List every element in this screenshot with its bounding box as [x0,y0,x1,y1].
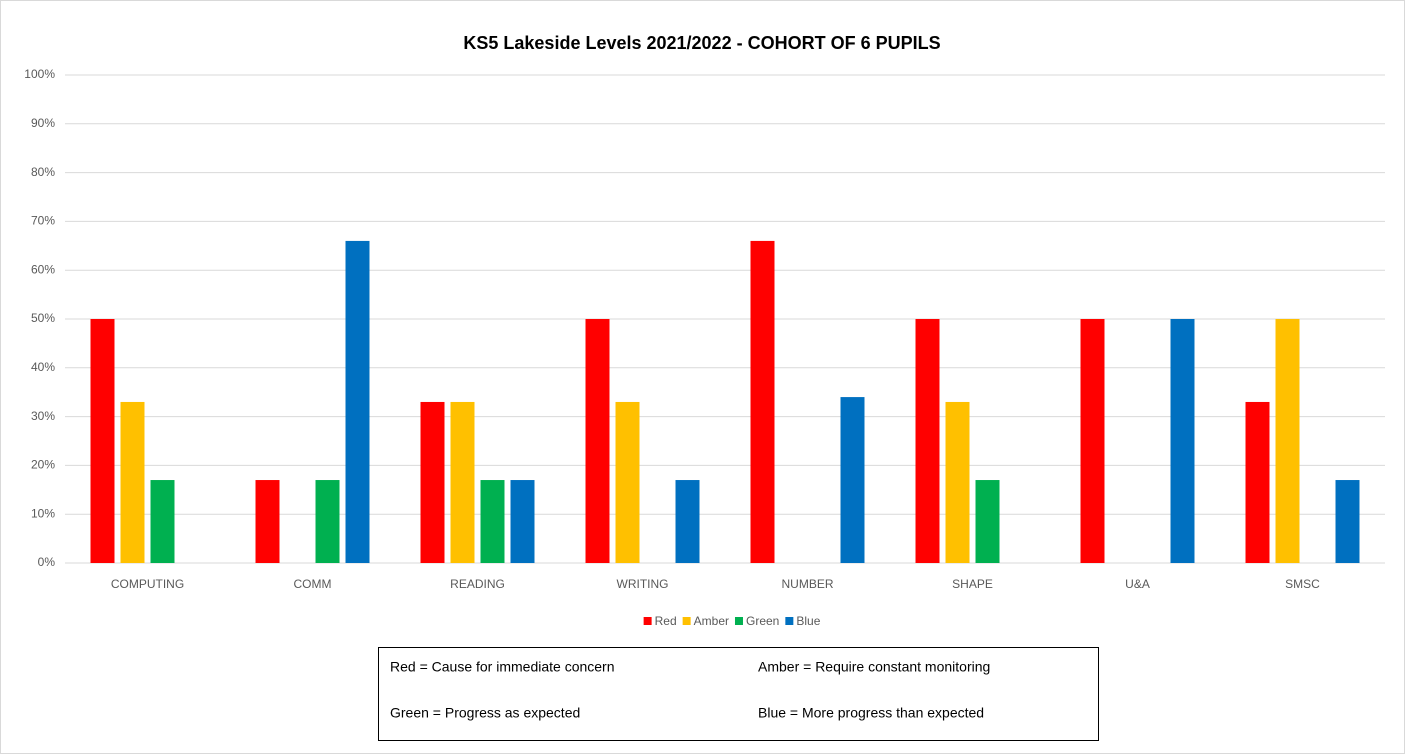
legend-label: Red [655,614,677,628]
legend-label: Green [746,614,779,628]
x-tick-label: SHAPE [952,577,993,591]
annotation: Green = Progress as expected [390,705,580,721]
bar [975,480,1000,563]
y-tick-label: 30% [31,409,55,423]
bar [1170,319,1195,563]
annotation-box [378,647,1099,741]
bar [150,480,175,563]
annotation: Red = Cause for immediate concern [390,659,615,675]
y-tick-label: 20% [31,458,55,472]
y-tick-label: 10% [31,506,55,520]
legend-swatch [643,617,652,625]
bar [315,480,340,563]
bar [120,401,145,563]
y-tick-label: 80% [31,165,55,179]
x-tick-label: WRITING [617,577,669,591]
bar [255,480,280,563]
y-tick-label: 0% [38,555,56,569]
legend-swatch [682,617,691,625]
legend-swatch [734,617,743,625]
legend-label: Amber [694,614,729,628]
x-tick-label: READING [450,577,505,591]
bar [750,240,775,564]
bar [1335,480,1360,563]
y-tick-label: 100% [24,67,55,81]
chart-title: KS5 Lakeside Levels 2021/2022 - COHORT O… [463,33,940,53]
bar [945,401,970,563]
bar [450,401,475,563]
annotation: Blue = More progress than expected [758,705,984,721]
bar [510,480,535,563]
bar [915,319,940,563]
bar [615,401,640,563]
y-tick-label: 60% [31,262,55,276]
legend-label: Blue [796,614,820,628]
bar [480,480,505,563]
bar [585,319,610,563]
y-tick-label: 50% [31,311,55,325]
bar [675,480,700,563]
x-tick-label: U&A [1125,577,1150,591]
annotation: Amber = Require constant monitoring [758,659,990,675]
bar [1080,319,1105,563]
x-tick-label: COMPUTING [111,577,184,591]
y-tick-label: 90% [31,116,55,130]
legend-swatch [785,617,794,625]
x-tick-label: NUMBER [781,577,833,591]
bar [90,319,115,563]
bar [345,240,370,564]
bar [840,397,865,563]
x-tick-label: COMM [294,577,332,591]
bar [420,401,445,563]
bar [1245,401,1270,563]
y-tick-label: 70% [31,214,55,228]
x-tick-label: SMSC [1285,577,1320,591]
y-tick-label: 40% [31,360,55,374]
bar [1275,319,1300,563]
